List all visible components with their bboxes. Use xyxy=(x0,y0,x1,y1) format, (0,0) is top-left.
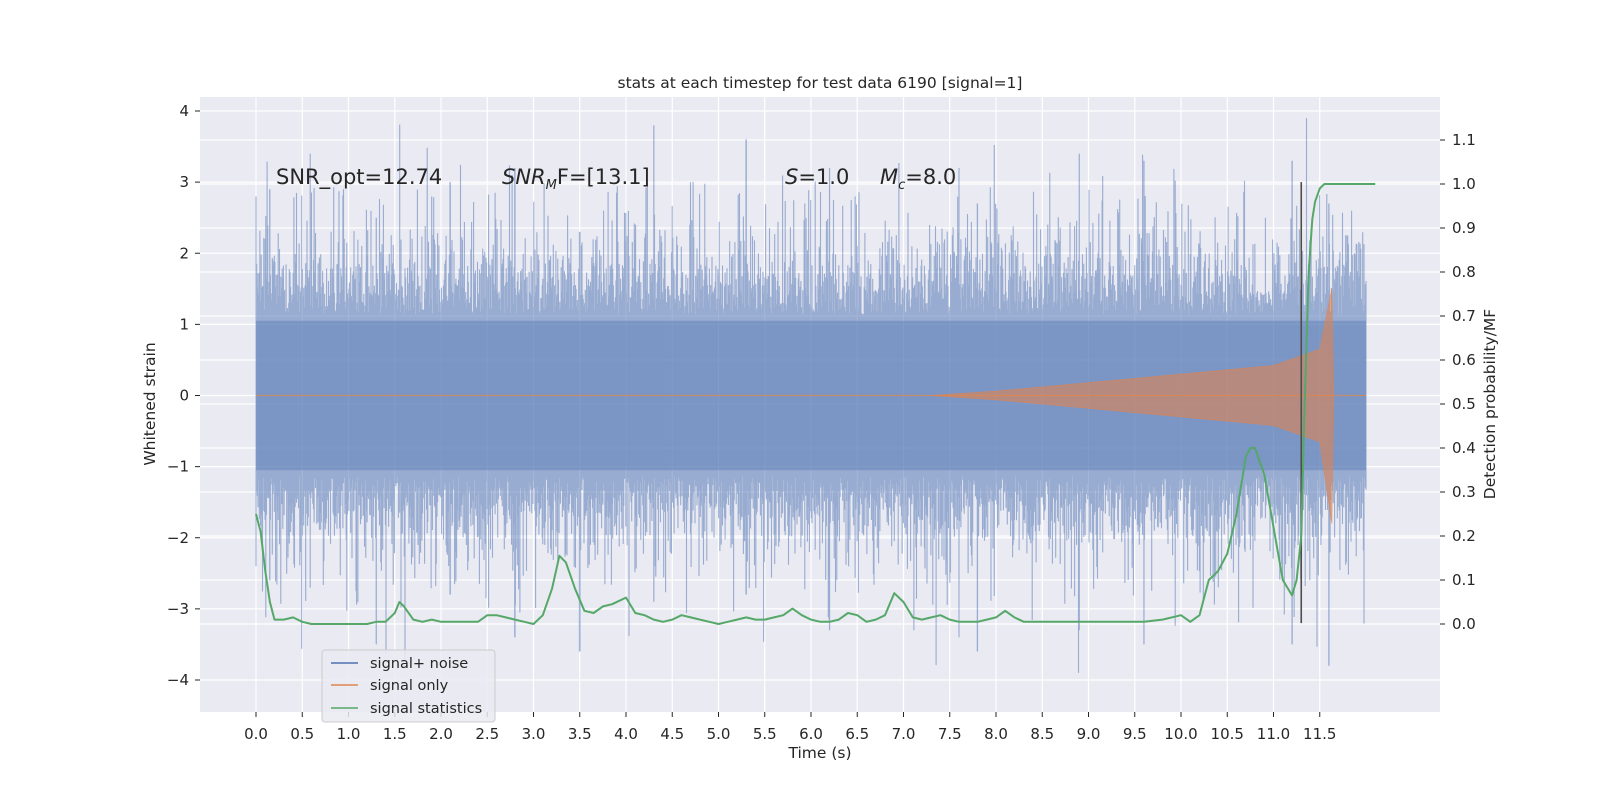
y-axis-label: Whitened strain xyxy=(141,342,159,465)
y2-tick-label: 0.4 xyxy=(1452,439,1476,457)
x-tick-label: 10.5 xyxy=(1211,725,1244,743)
legend-box xyxy=(321,649,496,723)
series-signal-only xyxy=(256,288,1366,524)
annotation-mc-var: M xyxy=(880,165,898,189)
x-tick-label: 11.0 xyxy=(1257,725,1290,743)
y-tick-label: −2 xyxy=(167,529,189,547)
legend-label-signal-noise: signal+ noise xyxy=(370,656,468,672)
signal-chirp xyxy=(931,288,1335,524)
x-axis-label: Time (s) xyxy=(787,744,851,762)
y-tick-label: 1 xyxy=(179,315,189,333)
annotation-mc-val: =8.0 xyxy=(905,165,956,189)
y2-tick-label: 0.6 xyxy=(1452,351,1476,369)
y2-tick-label: 0.8 xyxy=(1452,263,1476,281)
x-axis-ticks: 0.0 0.5 1.0 1.5 2.0 2.5 3.0 3.5 4.0 4.5 5.0 5.5 6.0 6… xyxy=(244,712,1336,743)
y-tick-label: −3 xyxy=(167,600,189,618)
x-tick-label: 2.5 xyxy=(475,725,499,743)
x-tick-label: 0.5 xyxy=(290,725,314,743)
y2-tick-label: 1.1 xyxy=(1452,131,1476,149)
y2-tick-label: 0.2 xyxy=(1452,527,1476,545)
x-tick-label: 2.0 xyxy=(429,725,453,743)
y2-tick-label: 0.5 xyxy=(1452,395,1476,413)
chart-title: stats at each timestep for test data 619… xyxy=(618,74,1023,92)
annotation-s-val: =1.0 xyxy=(798,165,849,189)
y2-tick-label: 0.3 xyxy=(1452,483,1476,501)
y-tick-label: −4 xyxy=(167,671,189,689)
annotation-snr-opt: SNR_opt=12.74 xyxy=(276,165,442,190)
x-tick-label: 10.0 xyxy=(1164,725,1197,743)
y2-axis-label: Detection probability/MF xyxy=(1481,309,1499,500)
x-tick-label: 6.5 xyxy=(845,725,869,743)
y-tick-label: 4 xyxy=(179,102,189,120)
y2-tick-label: 0.9 xyxy=(1452,219,1476,237)
x-tick-label: 1.5 xyxy=(383,725,407,743)
x-tick-label: 3.0 xyxy=(522,725,546,743)
x-tick-label: 7.0 xyxy=(892,725,916,743)
legend: signal+ noise signal only signal statist… xyxy=(321,649,496,723)
x-tick-label: 3.5 xyxy=(568,725,592,743)
annotation-s-var: S xyxy=(785,165,798,189)
annotation-mc: Mc=8.0 xyxy=(880,165,956,193)
x-tick-label: 1.0 xyxy=(337,725,361,743)
annotation-snr-mf-main: SNR xyxy=(502,165,546,189)
x-tick-label: 9.5 xyxy=(1123,725,1147,743)
x-tick-label: 8.5 xyxy=(1030,725,1054,743)
legend-label-signal-only: signal only xyxy=(370,678,449,694)
y-tick-label: 3 xyxy=(179,173,189,191)
x-tick-label: 8.0 xyxy=(984,725,1008,743)
y2-axis-ticks: 1.1 1.0 0.9 0.8 0.7 0.6 0.5 0.4 0.3 0.2 0.1 0.0 xyxy=(1440,131,1476,633)
annotation-snr-mf-rest: F=[13.1] xyxy=(557,165,650,189)
annotation-s: S=1.0 xyxy=(785,165,849,189)
y2-tick-label: 0.0 xyxy=(1452,615,1476,633)
annotation-snr-mf: SNRMF=[13.1] xyxy=(502,165,650,193)
y-tick-label: 0 xyxy=(179,387,189,405)
legend-label-signal-statistics: signal statistics xyxy=(370,701,482,717)
y-tick-label: 2 xyxy=(179,244,189,262)
series-signal-statistics xyxy=(255,183,1376,625)
y-axis-ticks: 4 3 2 1 0 −1 −2 −3 −4 xyxy=(167,102,200,689)
y2-tick-label: 0.7 xyxy=(1452,307,1476,325)
y-tick-label: −1 xyxy=(167,458,189,476)
x-tick-label: 0.0 xyxy=(244,725,268,743)
x-tick-label: 4.0 xyxy=(614,725,638,743)
x-tick-label: 7.5 xyxy=(938,725,962,743)
x-tick-label: 5.0 xyxy=(707,725,731,743)
x-tick-label: 6.0 xyxy=(799,725,823,743)
x-tick-label: 5.5 xyxy=(753,725,777,743)
x-tick-label: 11.5 xyxy=(1303,725,1336,743)
x-tick-label: 4.5 xyxy=(660,725,684,743)
annotation-snr-mf-sub: M xyxy=(546,178,557,193)
x-tick-label: 9.0 xyxy=(1077,725,1101,743)
y2-tick-label: 0.1 xyxy=(1452,571,1476,589)
y2-tick-label: 1.0 xyxy=(1452,175,1476,193)
annotation-mc-sub: c xyxy=(898,178,905,193)
statistics-line xyxy=(255,183,1376,625)
